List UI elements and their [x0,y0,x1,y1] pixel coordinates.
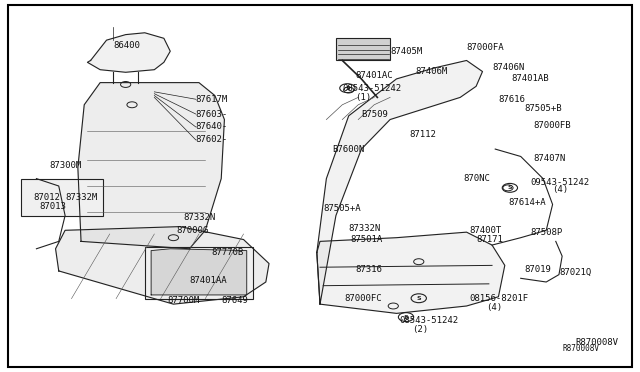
Text: 87700M: 87700M [167,296,199,305]
Text: (4): (4) [552,185,569,194]
Text: 87000FA: 87000FA [467,43,504,52]
Text: 87401AA: 87401AA [189,276,227,285]
Text: B7600N: B7600N [333,145,365,154]
Text: R870008V: R870008V [562,344,599,353]
Text: 87616: 87616 [499,95,525,104]
Text: 87401AC: 87401AC [355,71,393,80]
Bar [145,247,253,299]
Polygon shape [56,227,269,304]
Text: R870008V: R870008V [575,339,618,347]
Text: (4): (4) [486,303,502,312]
Text: 09543-51242: 09543-51242 [531,178,589,187]
Text: (1): (1) [355,93,371,102]
Text: 87508P: 87508P [531,228,563,237]
Text: 87332N: 87332N [349,224,381,233]
Text: 87505+A: 87505+A [323,203,361,213]
Text: 87407N: 87407N [534,154,566,163]
Text: (2): (2) [412,326,429,334]
Text: 87400T: 87400T [470,226,502,235]
Text: 87171: 87171 [476,235,503,244]
Text: 87000FB: 87000FB [534,121,571,129]
Text: 87000FC: 87000FC [344,294,382,303]
Text: 87021Q: 87021Q [559,268,591,277]
Text: 87603-: 87603- [196,109,228,119]
Text: 87012: 87012 [33,193,60,202]
Text: 87505+B: 87505+B [524,104,561,113]
Text: 87013: 87013 [40,202,67,211]
Bar [20,179,103,215]
Text: 87332N: 87332N [183,213,215,222]
Text: S: S [345,86,349,91]
Text: 87501A: 87501A [351,235,383,244]
Text: 08543-51242: 08543-51242 [342,84,401,93]
Text: 87316: 87316 [355,264,382,273]
Text: 87406N: 87406N [492,63,524,72]
Text: B7509: B7509 [362,109,388,119]
Text: 87649: 87649 [221,296,248,305]
Text: S: S [508,185,512,190]
Text: S: S [417,296,421,301]
Text: 87614+A: 87614+A [508,198,546,207]
Text: 87000G: 87000G [177,226,209,235]
Text: 08156-8201F: 08156-8201F [470,294,529,303]
Text: 87112: 87112 [409,130,436,139]
Text: 87405M: 87405M [390,47,422,56]
Polygon shape [317,232,505,313]
Polygon shape [317,61,483,304]
Polygon shape [78,83,225,249]
Text: 08543-51242: 08543-51242 [399,316,459,325]
Text: 86400: 86400 [113,41,140,50]
Text: 87617M: 87617M [196,95,228,104]
Text: 87406M: 87406M [415,67,448,76]
Text: 87602-: 87602- [196,135,228,144]
Text: 87640-: 87640- [196,122,228,131]
Bar [336,38,390,61]
Text: 87770B: 87770B [212,248,244,257]
Text: 87332M: 87332M [65,193,97,202]
Text: 87019: 87019 [524,264,551,273]
Text: 87401AB: 87401AB [511,74,548,83]
Text: S: S [404,315,408,320]
Text: 87300M: 87300M [49,161,81,170]
Polygon shape [88,33,170,72]
Text: 870NC: 870NC [463,174,490,183]
Polygon shape [151,249,246,295]
